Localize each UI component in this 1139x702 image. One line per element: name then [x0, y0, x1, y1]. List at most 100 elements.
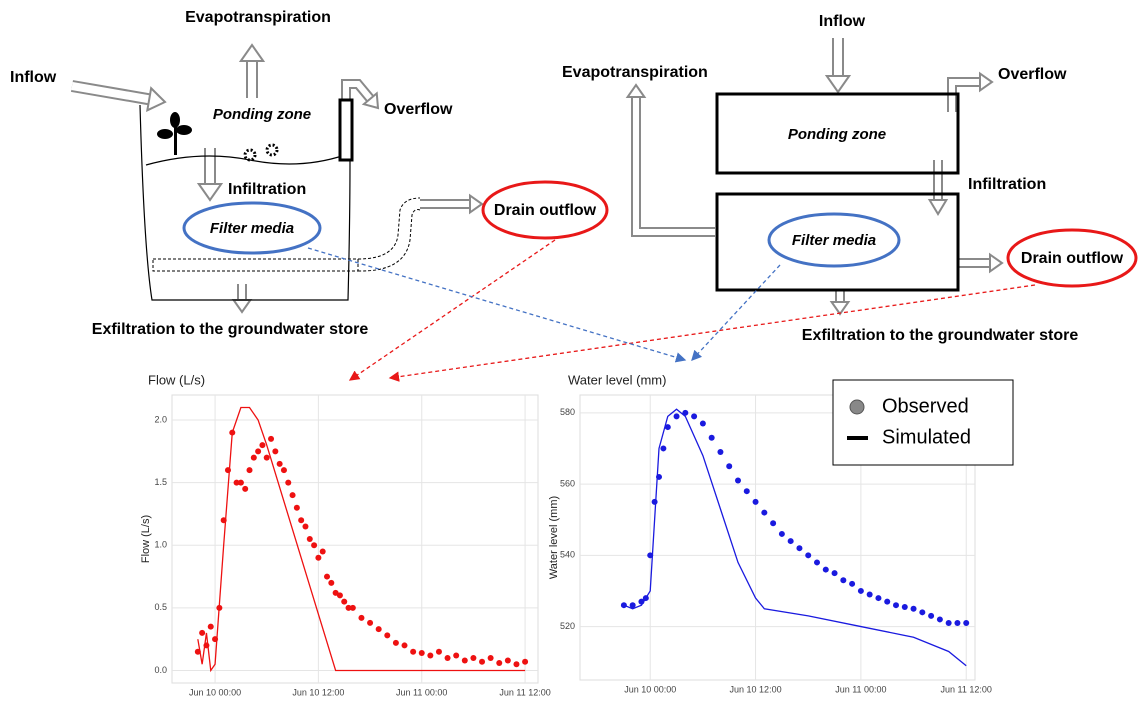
arrow-head	[231, 299, 253, 314]
y-tick-label: 0.5	[154, 602, 167, 612]
label: Overflow	[998, 66, 1067, 83]
point	[255, 448, 262, 455]
point	[673, 413, 680, 420]
chart-title: Flow (L/s)	[148, 372, 205, 387]
point	[778, 530, 785, 537]
point	[328, 579, 335, 586]
arrow-head	[625, 83, 647, 98]
charts: Flow (L/s) Flow (L/s) 0.0 0.5 1.0 1.5 2.0 Jun 1…	[140, 372, 1014, 697]
point	[496, 659, 503, 666]
label: Overflow	[384, 101, 453, 118]
y-tick-label: 1.5	[154, 477, 167, 487]
label: Drain outflow	[494, 202, 597, 219]
drain-pipe	[152, 258, 359, 272]
line	[623, 408, 967, 667]
arrow-head	[469, 193, 484, 215]
arrow-shaft-inner	[633, 97, 715, 235]
point	[651, 498, 658, 505]
point	[418, 649, 425, 656]
arrow-head	[146, 86, 167, 113]
arrow-head	[979, 71, 994, 93]
point	[199, 629, 206, 636]
drain-outflow-ellipse	[481, 180, 609, 240]
label: Exfiltration to the groundwater store	[802, 327, 1079, 344]
y-tick-label: 2.0	[154, 414, 167, 424]
point	[375, 626, 382, 633]
label: Filter media	[210, 220, 294, 237]
plot-panel	[171, 394, 539, 684]
legend-marker	[849, 399, 865, 415]
point	[743, 488, 750, 495]
point	[761, 509, 768, 516]
plants	[157, 112, 279, 162]
point	[246, 467, 253, 474]
point	[910, 605, 917, 612]
drain-pipe-riser	[357, 197, 421, 272]
point	[849, 580, 856, 587]
ponding-box	[715, 92, 960, 175]
arrow-head	[829, 301, 851, 316]
point	[358, 614, 365, 621]
point	[805, 552, 812, 559]
point	[315, 554, 322, 561]
point	[699, 420, 706, 427]
soil-surface	[145, 154, 346, 166]
point	[884, 598, 891, 605]
arrow-shaft-inner	[343, 81, 373, 101]
point	[367, 619, 374, 626]
point	[272, 448, 279, 455]
arrow-head	[196, 183, 224, 202]
point	[319, 548, 326, 555]
legend-box	[832, 379, 1014, 466]
arrow-shaft	[947, 77, 980, 112]
point	[427, 652, 434, 659]
label: Infiltration	[968, 176, 1046, 193]
label: Inflow	[819, 13, 866, 30]
point	[513, 661, 520, 668]
label: Evapotranspiration	[562, 64, 708, 81]
point	[726, 463, 733, 470]
y-tick-label: 560	[560, 478, 575, 488]
x-tick-label: Jun 10 00:00	[624, 684, 676, 694]
label: Infiltration	[228, 181, 306, 198]
point	[435, 648, 442, 655]
point	[242, 485, 249, 492]
point	[311, 542, 318, 549]
point	[306, 536, 313, 542]
point	[796, 545, 803, 552]
legend-label: Simulated	[882, 426, 971, 448]
x-tick-label: Jun 11 00:00	[835, 684, 886, 694]
point	[857, 587, 864, 594]
point	[504, 657, 511, 664]
point	[945, 620, 952, 626]
point	[479, 658, 486, 665]
point	[717, 449, 724, 455]
label: Filter media	[792, 232, 876, 249]
x-tick-label: Jun 11 00:00	[396, 687, 447, 697]
point	[453, 652, 460, 659]
label: Ponding zone	[788, 126, 886, 143]
legend-label: Observed	[882, 395, 969, 417]
point	[341, 598, 348, 605]
overflow-pipe	[338, 98, 354, 162]
point	[384, 632, 391, 639]
point	[954, 620, 961, 626]
point	[963, 620, 970, 626]
line	[197, 406, 526, 673]
point	[470, 654, 477, 661]
arrow-head	[361, 91, 380, 110]
label: Drain outflow	[1021, 250, 1124, 267]
point	[708, 434, 715, 441]
point	[822, 566, 829, 573]
label: Evapotranspiration	[185, 9, 331, 26]
point	[691, 413, 698, 420]
point	[735, 477, 741, 484]
y-tick-label: 520	[560, 621, 575, 631]
point	[336, 592, 343, 599]
x-tick-label: Jun 10 12:00	[730, 684, 782, 694]
label: Inflow	[10, 69, 57, 86]
arrow-shaft-inner	[949, 79, 980, 112]
point	[660, 445, 667, 452]
point	[298, 517, 305, 524]
